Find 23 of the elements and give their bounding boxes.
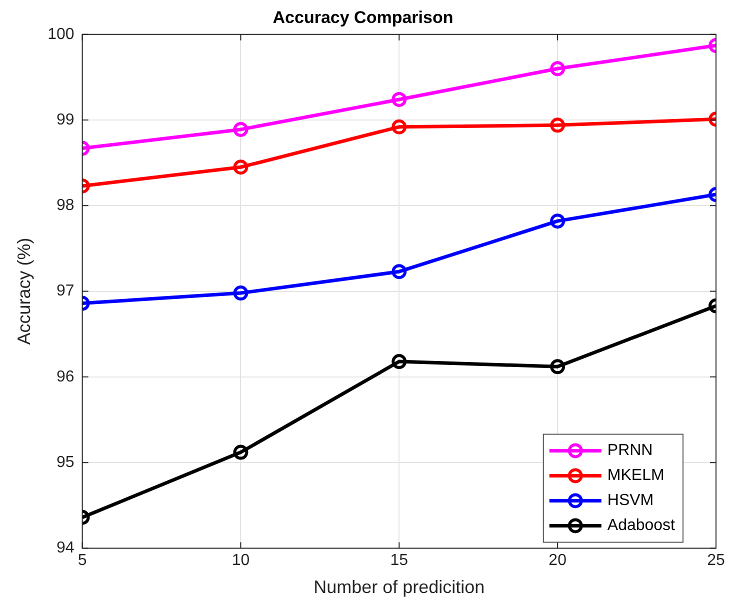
point xyxy=(392,354,407,370)
y-axis-title: Accuracy (%) xyxy=(14,238,34,345)
y-tick-label: 98 xyxy=(56,197,74,214)
legend-label: PRNN xyxy=(607,442,653,460)
chart-title: Accuracy Comparison xyxy=(272,8,454,27)
x-tick-label: 20 xyxy=(548,552,567,570)
y-tick-label: 94 xyxy=(56,540,74,557)
x-tick-label: 5 xyxy=(78,552,87,570)
x-tick-label: 25 xyxy=(707,552,725,570)
y-tick-label: 95 xyxy=(56,454,74,471)
point xyxy=(392,92,407,107)
point xyxy=(392,119,407,134)
y-tick-label: 97 xyxy=(56,282,74,300)
x-axis-title: Number of predicition xyxy=(314,577,485,598)
legend-label: Adaboost xyxy=(607,517,676,534)
legend-label: HSVM xyxy=(607,492,654,510)
legend-label: MKELM xyxy=(607,467,664,484)
point xyxy=(392,264,407,280)
y-tick-label: 96 xyxy=(56,368,74,386)
x-tick-label: 15 xyxy=(390,552,408,570)
y-tick-label: 99 xyxy=(56,111,74,128)
y-tick-label: 100 xyxy=(48,26,74,43)
x-tick-label: 10 xyxy=(232,552,250,570)
